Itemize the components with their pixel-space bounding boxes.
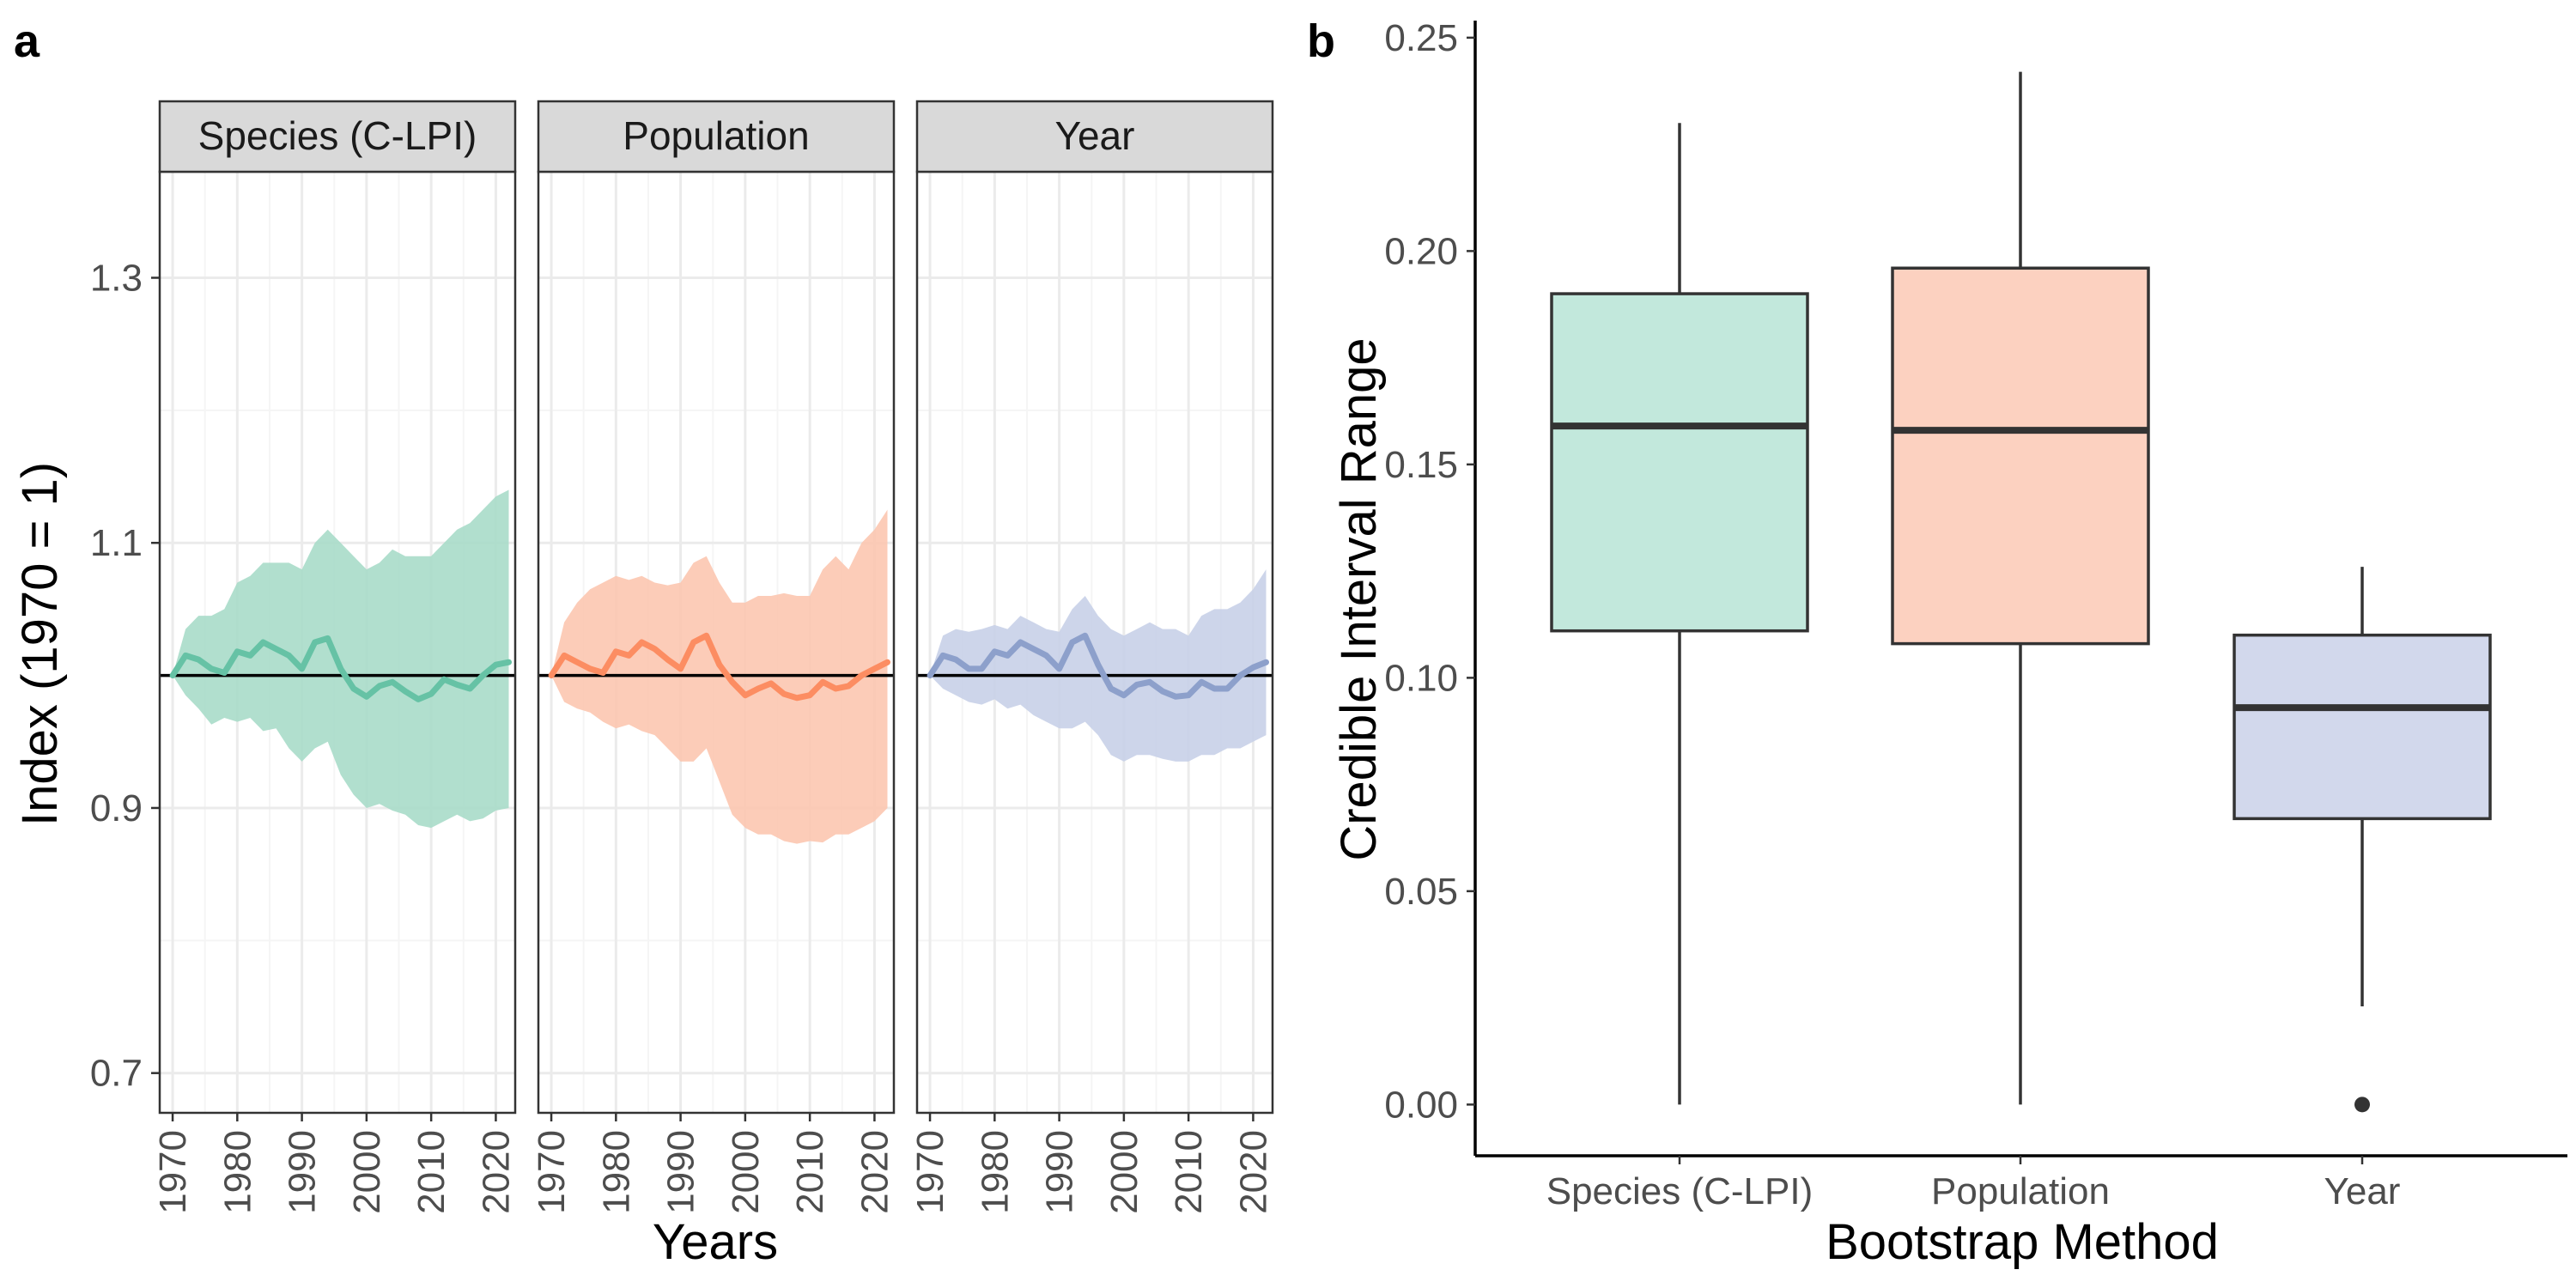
x-tick-label: 1990 bbox=[660, 1130, 702, 1214]
facet-strip-label: Species (C-LPI) bbox=[198, 113, 477, 158]
y-tick-label: 0.15 bbox=[1384, 444, 1458, 486]
y-tick-label: 1.1 bbox=[90, 522, 143, 564]
facet-3: Year 1970 1980 1990 2000 2010 2020 bbox=[909, 100, 1274, 1214]
x-tick-label: 1980 bbox=[216, 1130, 258, 1214]
x-tick-label: 1980 bbox=[595, 1130, 637, 1214]
y-tick-label: 0.25 bbox=[1384, 17, 1458, 59]
facet-strip-label: Population bbox=[623, 113, 809, 158]
y-tick-label: 1.3 bbox=[90, 257, 143, 299]
x-tick-label: 1970 bbox=[531, 1130, 573, 1214]
y-tick-label: 0.00 bbox=[1384, 1084, 1458, 1126]
panel-a-y-axis: 0.7 0.9 1.1 1.3 bbox=[90, 257, 160, 1095]
x-tick-label: 2000 bbox=[725, 1130, 767, 1214]
y-tick-label: 0.9 bbox=[90, 787, 143, 829]
facet-strip bbox=[537, 100, 896, 173]
index-trend-line bbox=[927, 632, 1269, 700]
x-tick-label: 2020 bbox=[854, 1130, 896, 1214]
x-tick-label: 1990 bbox=[1039, 1130, 1081, 1214]
box-1 bbox=[1550, 123, 1809, 1105]
facet-strip bbox=[915, 100, 1274, 173]
panel-b-tag: b bbox=[1307, 15, 1335, 67]
x-tick-label: 2010 bbox=[1168, 1130, 1210, 1214]
x-tick-label: 1970 bbox=[152, 1130, 194, 1214]
panel-a-line-chart: Species (C-LPI)1970 1980 1990 2000 2010 2020P… bbox=[12, 100, 1274, 1270]
interquartile-box bbox=[1891, 266, 2150, 646]
x-tick-label: 1970 bbox=[909, 1130, 951, 1214]
facet-strip-label: Year bbox=[1055, 113, 1135, 158]
x-tick-label: 2000 bbox=[1103, 1130, 1145, 1214]
y-tick-label: 0.10 bbox=[1384, 657, 1458, 699]
x-tick-label: 1980 bbox=[974, 1130, 1016, 1214]
facet-1: Species (C-LPI) 1970 1980 1990 2000 2010 2020 bbox=[152, 100, 517, 1214]
credible-interval-ribbon bbox=[173, 489, 509, 829]
panel-b-axes: 0.00 0.05 0.10 0.15 0.20 0.25 Species (C-LPI) P… bbox=[1384, 17, 2567, 1212]
x-tick-label: 2000 bbox=[346, 1130, 388, 1214]
facet-strip bbox=[158, 100, 517, 173]
x-tick-label: Year bbox=[2324, 1170, 2401, 1212]
interquartile-box bbox=[1550, 292, 1809, 633]
x-tick-label: 2010 bbox=[789, 1130, 831, 1214]
outlier-point bbox=[2354, 1097, 2370, 1113]
x-tick-label: 2020 bbox=[475, 1130, 517, 1214]
index-trend-line bbox=[169, 635, 512, 702]
panel-a-x-axis-title: Years bbox=[653, 1214, 778, 1270]
y-tick-label: 0.05 bbox=[1384, 871, 1458, 913]
x-tick-label: 1990 bbox=[282, 1130, 324, 1214]
x-tick-label: 2010 bbox=[410, 1130, 453, 1214]
facet-2: Population 1970 1980 1990 2000 2010 2020 bbox=[531, 100, 896, 1214]
box-3 bbox=[2233, 567, 2492, 1113]
y-tick-label: 0.20 bbox=[1384, 230, 1458, 272]
panel-a-y-axis-title: Index (1970 = 1) bbox=[12, 462, 68, 826]
box-2 bbox=[1891, 71, 2150, 1105]
panel-b-box-plot: 0.00 0.05 0.10 0.15 0.20 0.25 Species (C-LPI) P… bbox=[1331, 17, 2567, 1270]
index-trend-line bbox=[548, 632, 890, 702]
interquartile-box bbox=[2233, 633, 2492, 821]
y-tick-label: 0.7 bbox=[90, 1053, 143, 1095]
panel-b-y-axis-title: Credible Interval Range bbox=[1331, 337, 1387, 860]
panel-b-boxes bbox=[1550, 71, 2492, 1113]
panel-a-tag: a bbox=[14, 15, 40, 67]
panel-b-x-axis-title: Bootstrap Method bbox=[1826, 1214, 2219, 1270]
x-tick-label: 2020 bbox=[1232, 1130, 1274, 1214]
x-tick-label: Species (C-LPI) bbox=[1546, 1170, 1814, 1212]
x-tick-label: Population bbox=[1931, 1170, 2110, 1212]
facet-panels: Species (C-LPI)1970 1980 1990 2000 2010 2020P… bbox=[152, 100, 1274, 1214]
